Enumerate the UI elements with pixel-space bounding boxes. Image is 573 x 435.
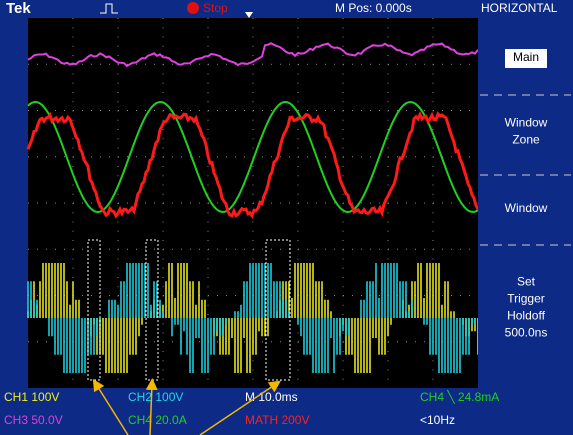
channel-setting: MATH 200V: [245, 413, 309, 427]
menu-label[interactable]: Set: [517, 275, 536, 289]
menu-label[interactable]: Zone: [512, 133, 540, 147]
channel-setting: CH4 ╲ 24.8mA: [420, 389, 499, 404]
menu-label[interactable]: Holdoff: [507, 309, 545, 323]
menu-label[interactable]: 500.0ns: [505, 326, 548, 340]
channel-setting: CH1 100V: [4, 390, 59, 404]
menu-label[interactable]: Main: [513, 50, 539, 64]
menu-label[interactable]: Window: [505, 201, 548, 215]
menu-label[interactable]: Window: [505, 116, 548, 130]
position: M Pos: 0.000s: [335, 1, 412, 15]
channel-setting: CH4 20.0A: [128, 413, 187, 427]
oscilloscope-screen: Tek Stop M Pos: 0.000s HORIZONTAL Main Wi…: [0, 0, 573, 435]
side-menu: Main Window Zone Window Set Trigger Holdoff 500…: [478, 18, 573, 388]
acq-status: Stop: [203, 1, 228, 15]
channel-setting: <10Hz: [420, 413, 455, 427]
channel-setting: M 10.0ms: [245, 390, 298, 404]
menu-title: HORIZONTAL: [481, 1, 558, 15]
stop-dot: [187, 2, 199, 14]
channel-setting: CH2 100V: [128, 390, 183, 404]
brand: Tek: [6, 0, 31, 17]
menu-label[interactable]: Trigger: [507, 292, 545, 306]
channel-setting: CH3 50.0V: [4, 413, 63, 427]
